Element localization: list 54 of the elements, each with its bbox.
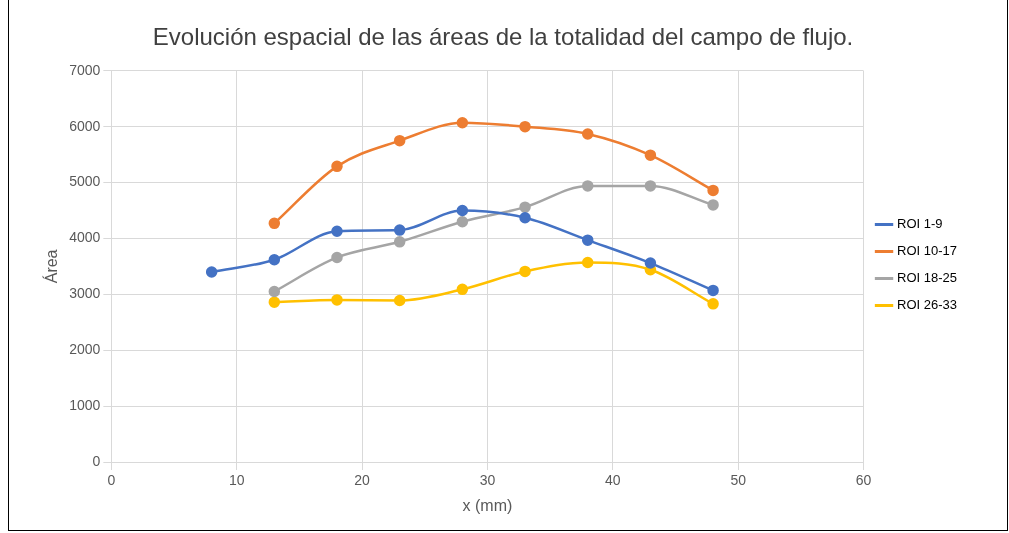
point [331,294,343,306]
point [456,283,469,296]
point [581,256,594,269]
point [331,251,343,264]
point [519,265,531,278]
point [393,294,406,307]
point [519,201,531,213]
legend-label: ROI 10-17 [897,243,958,259]
x-tick-label: 0 [107,472,116,489]
x-tick-label: 60 [855,472,872,489]
point [456,215,469,228]
chart-title: Evolución espacial de las áreas de la totalidad del campo de flujo. [152,23,854,51]
x-tick-label: 40 [605,472,621,489]
point [456,117,469,129]
legend-label: ROI 1-9 [897,216,943,232]
point [205,266,218,278]
point [707,184,719,197]
y-tick-label: 2000 [69,341,101,358]
point [581,180,594,192]
point [456,204,469,217]
point [644,180,657,192]
point [519,212,531,224]
point [644,257,657,269]
y-tick-label: 6000 [69,117,101,134]
y-tick-label: 4000 [69,229,101,246]
y-tick-label: 0 [92,452,101,469]
point [331,225,343,237]
point [393,134,406,147]
point [644,149,657,161]
y-axis-title: Área [42,249,61,284]
point [268,296,281,308]
x-axis-title: x (mm) [462,496,513,514]
legend-label: ROI 18-25 [897,270,958,286]
x-tick-label: 20 [354,472,371,489]
point [268,253,281,266]
point [581,128,594,140]
y-tick-label: 3000 [69,285,101,302]
y-tick-label: 5000 [69,173,101,190]
point [268,285,281,298]
point [268,217,281,230]
legend-label: ROI 26-33 [897,297,958,313]
x-tick-label: 10 [228,472,245,489]
point [519,120,531,133]
point [707,284,719,297]
point [707,199,719,211]
x-tick-label: 30 [479,472,496,489]
y-tick-label: 7000 [69,61,101,78]
point [707,298,719,310]
point [331,160,343,173]
x-tick-label: 50 [730,472,747,489]
point [581,234,594,246]
y-tick-label: 1000 [69,396,101,413]
point [393,224,406,236]
point [393,236,406,248]
